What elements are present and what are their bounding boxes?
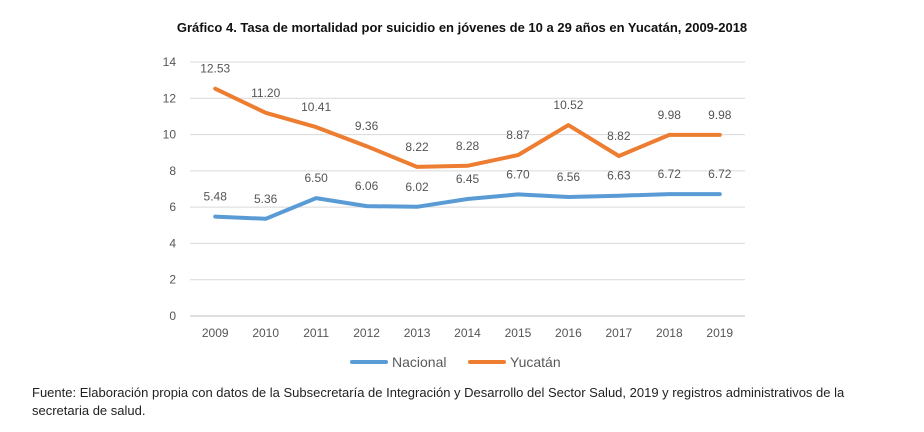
data-label: 8.22 bbox=[405, 140, 429, 154]
data-label: 6.45 bbox=[456, 172, 480, 186]
y-tick-label: 0 bbox=[169, 309, 176, 323]
data-label: 9.98 bbox=[708, 108, 732, 122]
legend: Nacional Yucatán bbox=[350, 354, 561, 370]
x-tick-label: 2017 bbox=[606, 326, 633, 340]
x-tick-label: 2010 bbox=[252, 326, 279, 340]
x-tick-label: 2014 bbox=[454, 326, 481, 340]
source-note: Fuente: Elaboración propia con datos de … bbox=[32, 385, 845, 418]
legend-label: Nacional bbox=[392, 354, 446, 370]
data-label: 10.41 bbox=[301, 100, 331, 114]
x-tick-label: 2013 bbox=[404, 326, 431, 340]
data-label: 6.06 bbox=[355, 179, 379, 193]
data-label: 9.98 bbox=[658, 108, 682, 122]
data-label: 5.36 bbox=[254, 192, 278, 206]
y-tick-label: 10 bbox=[163, 128, 177, 142]
series-line-nacional bbox=[213, 192, 722, 221]
data-label: 6.02 bbox=[405, 180, 429, 194]
data-label: 8.28 bbox=[456, 139, 480, 153]
series-line-yucatn bbox=[213, 86, 722, 169]
data-label: 6.56 bbox=[557, 170, 581, 184]
x-tick-label: 2015 bbox=[505, 326, 532, 340]
data-label: 6.72 bbox=[708, 167, 732, 181]
gridlines bbox=[190, 61, 745, 317]
x-axis: 2009 2010 2011 2012 2013 2014 2015 2016 2017 2018… bbox=[202, 326, 734, 340]
y-tick-label: 12 bbox=[163, 91, 177, 105]
y-tick-label: 14 bbox=[163, 55, 177, 69]
chart-title: Gráfico 4. Tasa de mortalidad por suicid… bbox=[176, 20, 748, 35]
data-label: 11.20 bbox=[251, 86, 280, 100]
y-tick-label: 4 bbox=[169, 236, 176, 250]
data-label: 12.53 bbox=[200, 62, 230, 76]
data-label: 8.87 bbox=[506, 128, 530, 142]
data-label: 6.63 bbox=[607, 169, 631, 183]
data-label: 6.50 bbox=[304, 171, 328, 185]
data-labels: 5.48 5.36 6.50 6.06 6.02 6.45 6.70 6.56 6.63 6.72… bbox=[200, 62, 732, 206]
series-lines bbox=[213, 86, 722, 221]
data-label: 5.48 bbox=[204, 190, 228, 204]
y-axis: 0 2 4 6 8 10 12 14 bbox=[163, 55, 177, 323]
data-label: 10.52 bbox=[553, 98, 583, 112]
x-tick-label: 2016 bbox=[555, 326, 582, 340]
x-tick-label: 2009 bbox=[202, 326, 229, 340]
y-tick-label: 2 bbox=[169, 273, 176, 287]
x-tick-label: 2018 bbox=[656, 326, 683, 340]
legend-label: Yucatán bbox=[510, 354, 561, 370]
x-tick-label: 2012 bbox=[353, 326, 380, 340]
data-label: 6.72 bbox=[658, 167, 682, 181]
data-label: 8.82 bbox=[607, 129, 631, 143]
x-tick-label: 2019 bbox=[706, 326, 733, 340]
line-chart: 0 2 4 6 8 10 12 14 2009 2010 2011 2012 2013 2014 2015… bbox=[163, 55, 745, 370]
data-label: 9.36 bbox=[355, 119, 379, 133]
x-tick-label: 2011 bbox=[303, 326, 329, 340]
data-label: 6.70 bbox=[506, 167, 530, 181]
y-tick-label: 6 bbox=[169, 200, 176, 214]
y-tick-label: 8 bbox=[169, 164, 176, 178]
